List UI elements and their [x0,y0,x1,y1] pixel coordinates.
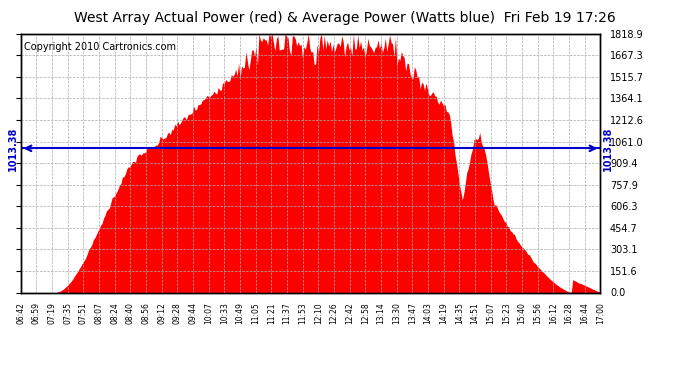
Text: West Array Actual Power (red) & Average Power (Watts blue)  Fri Feb 19 17:26: West Array Actual Power (red) & Average … [74,11,616,25]
Text: 1013.38: 1013.38 [8,126,18,171]
Text: Copyright 2010 Cartronics.com: Copyright 2010 Cartronics.com [23,42,175,51]
Text: 1013.38: 1013.38 [603,126,613,171]
